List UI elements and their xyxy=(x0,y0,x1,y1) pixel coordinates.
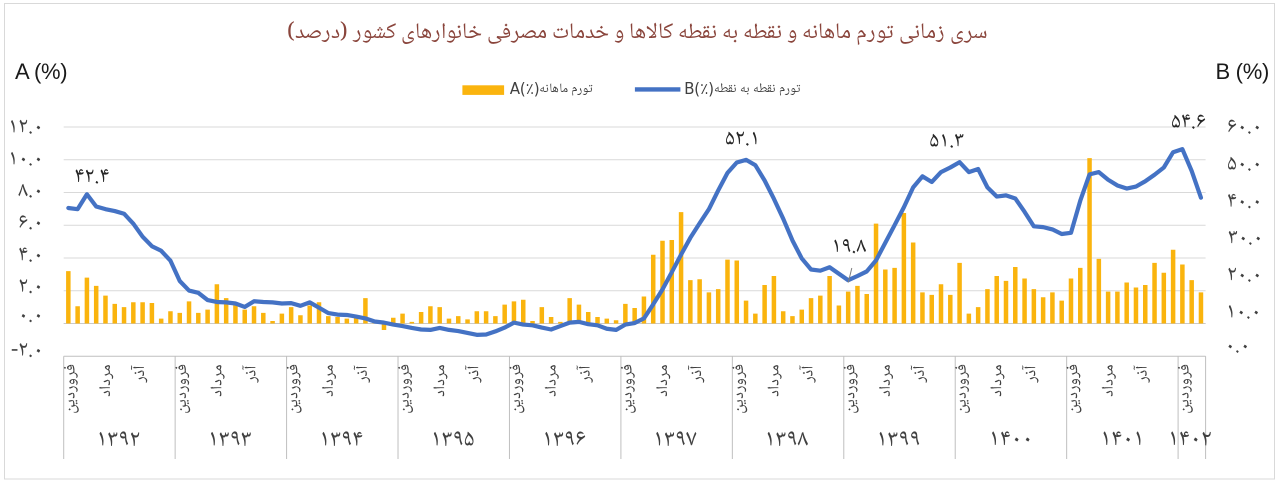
svg-text:B (%): B (%) xyxy=(1215,59,1269,84)
svg-text:A (%): A (%) xyxy=(15,59,67,84)
